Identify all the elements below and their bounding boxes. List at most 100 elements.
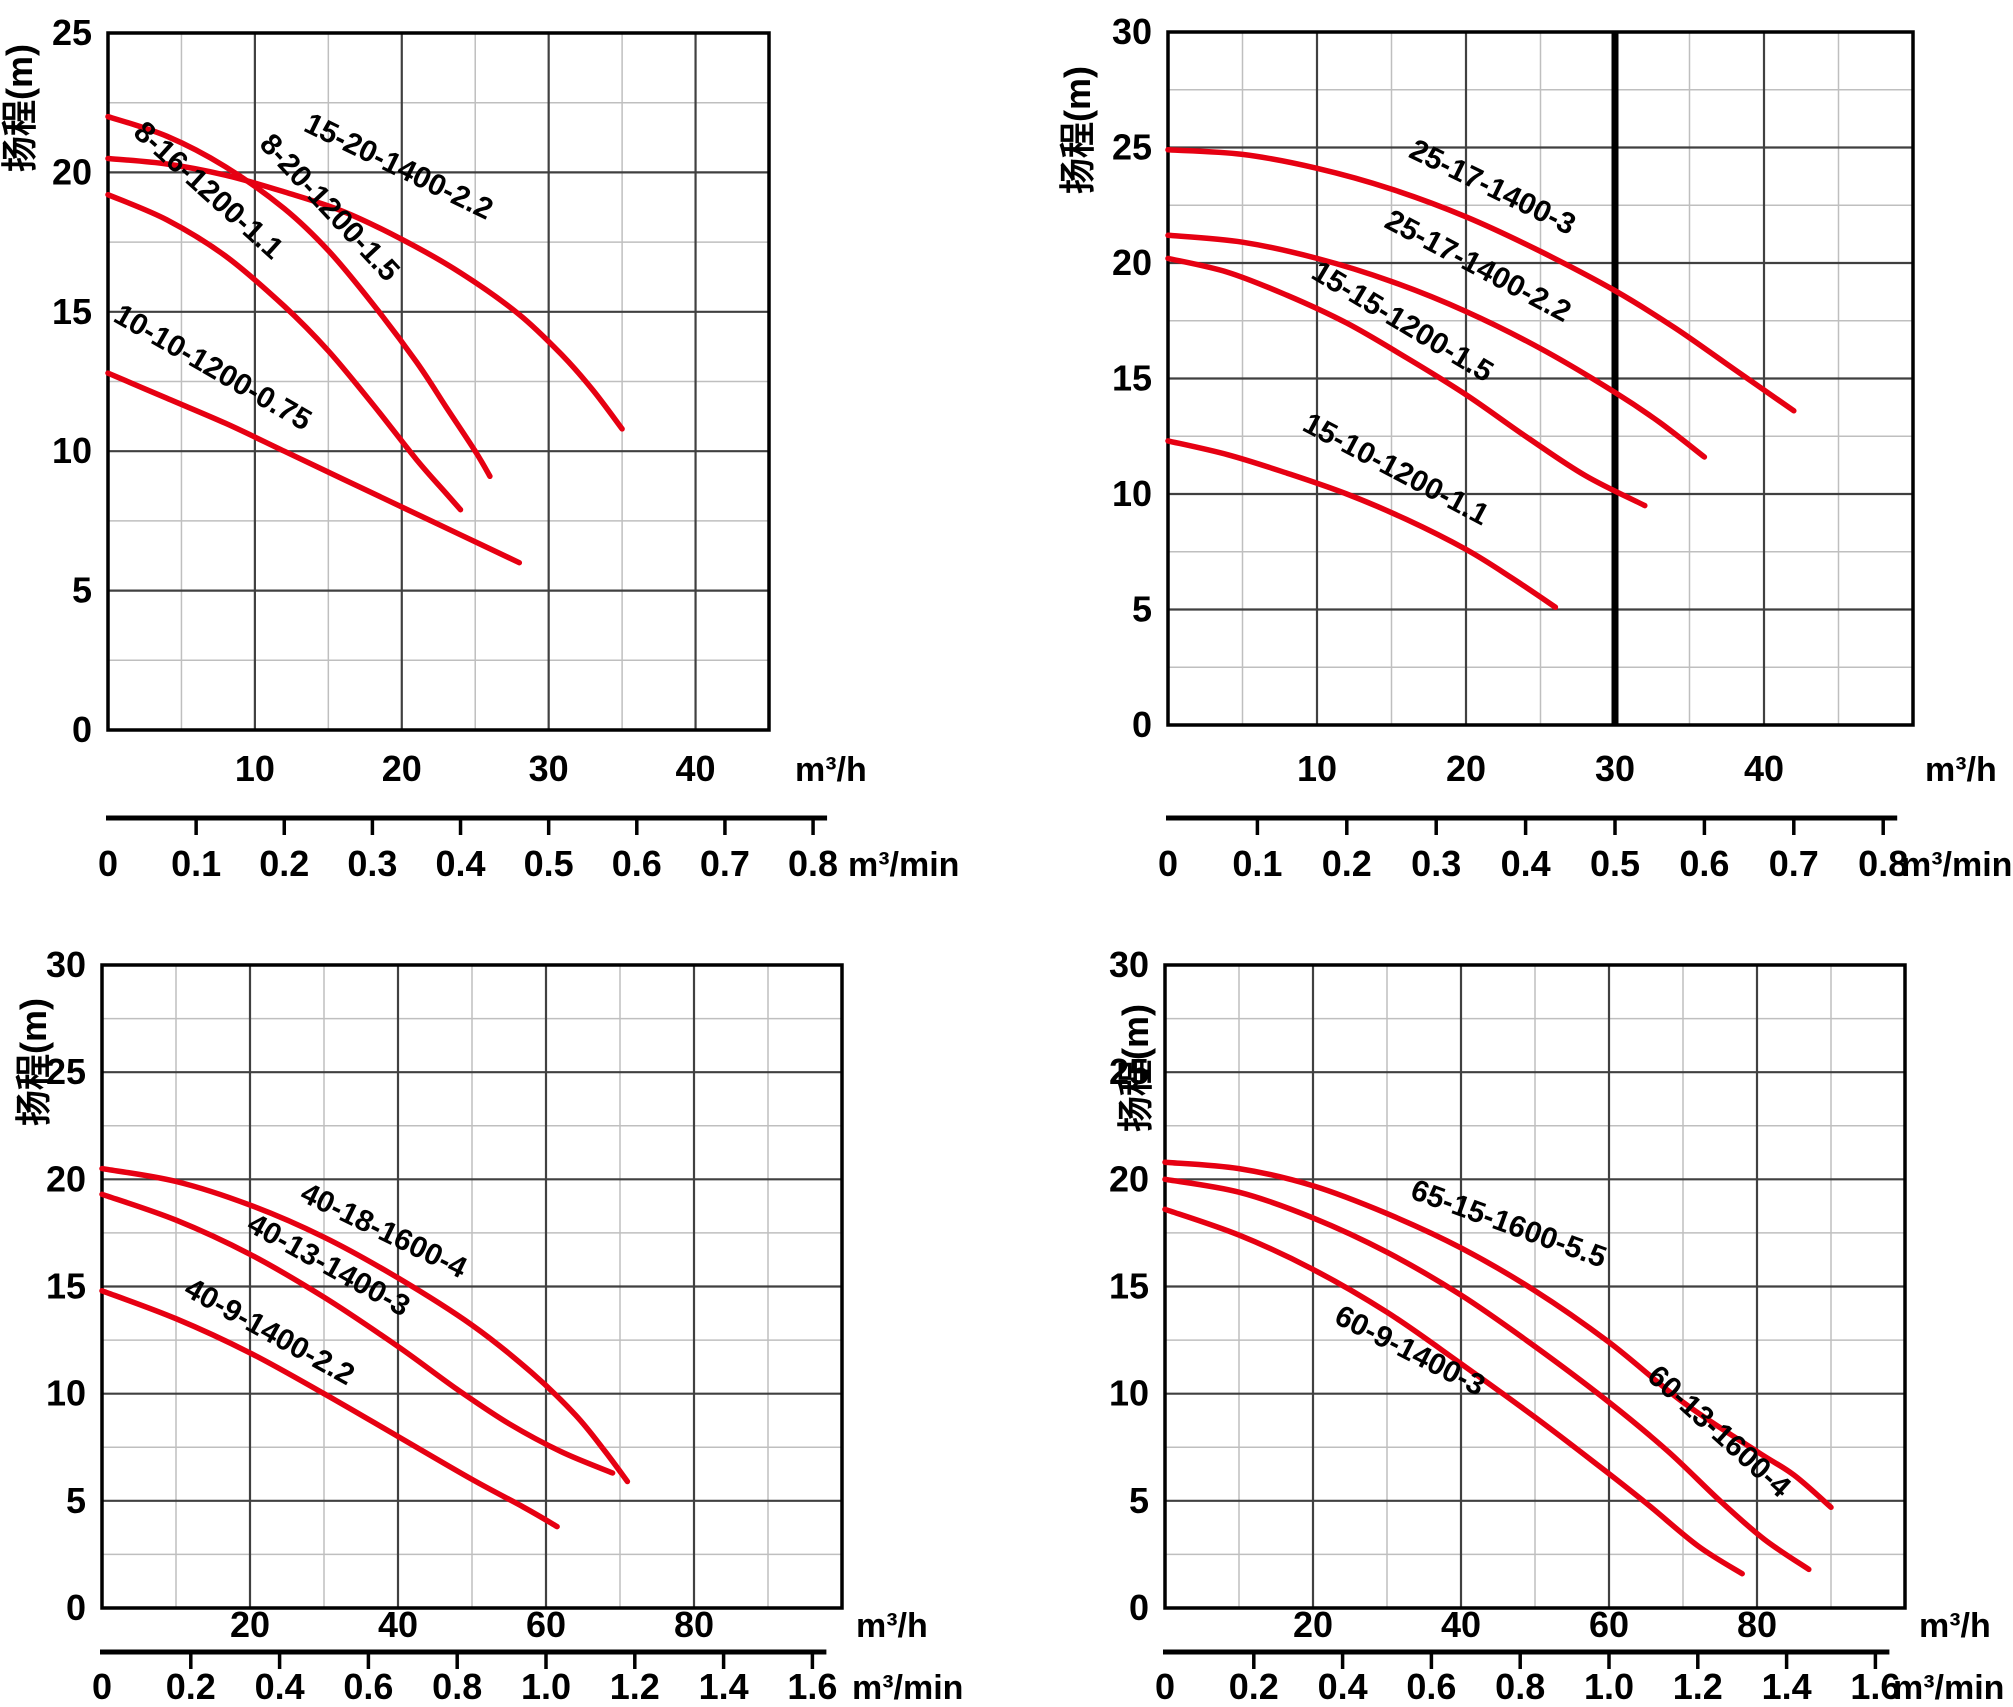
y-tick-label: 5 — [1132, 589, 1152, 630]
x-axis-primary: 20 40 60 80 m³/h — [230, 1604, 928, 1645]
y-tick-label: 5 — [72, 570, 92, 611]
y-tick-label: 15 — [1109, 1266, 1149, 1307]
x-axis-unit-m3min: m³/min — [848, 846, 959, 884]
x-tick-label: 60 — [1589, 1604, 1629, 1645]
x-axis-unit-m3min: m³/min — [1901, 846, 2012, 884]
secondary-tick-label: 1.0 — [521, 1666, 571, 1707]
y-axis: 0 5 10 15 20 25 扬程(m) — [0, 12, 92, 750]
y-tick-label: 20 — [52, 151, 92, 192]
secondary-tick-label: 0.7 — [700, 843, 750, 884]
x-tick-label: 30 — [1595, 748, 1635, 789]
grid — [102, 965, 842, 1608]
pump-curve-15-20-1400-2.2 — [105, 155, 625, 432]
pump-chart-bottom-left: 40-18-1600-440-13-1400-340-9-1400-2.2 0 5 1… — [13, 944, 963, 1707]
x-tick-label: 40 — [676, 748, 716, 789]
plot-frame — [1163, 963, 1907, 1610]
x-axis-secondary: 0 0.2 0.4 0.6 0.8 1.0 1.2 1.4 1.6m³/min — [1155, 1649, 2004, 1707]
y-tick-label: 10 — [46, 1373, 86, 1414]
y-axis-title: 扬程(m) — [13, 998, 54, 1126]
x-axis-unit-m3min: m³/min — [1893, 1669, 2004, 1707]
pump-curve-10-10-1200-0.75 — [105, 370, 523, 566]
y-tick-label: 10 — [52, 430, 92, 471]
plot-frame — [1166, 30, 1915, 727]
y-tick-label: 5 — [1129, 1480, 1149, 1521]
pump-curve-60-9-1400-3 — [1162, 1206, 1745, 1577]
secondary-tick-label: 0.2 — [259, 843, 309, 884]
x-tick-label: 10 — [235, 748, 275, 789]
secondary-tick-label: 1.2 — [1673, 1666, 1723, 1707]
x-tick-label: 20 — [1446, 748, 1486, 789]
secondary-tick-label: 1.2 — [610, 1666, 660, 1707]
plot-frame — [106, 31, 771, 732]
pump-curve-40-13-1400-3 — [99, 1191, 616, 1476]
y-axis: 0 5 10 15 20 25 30 扬程(m) — [1109, 944, 1156, 1628]
pump-curve-8-16-1200-1.1 — [105, 191, 464, 513]
x-tick-label: 20 — [382, 748, 422, 789]
secondary-tick-label: 0 — [1158, 843, 1178, 884]
pump-curve-40-18-1600-4 — [99, 1165, 631, 1485]
curve-label-60-9-1400-3: 60-9-1400-3 — [1330, 1299, 1491, 1403]
x-axis-unit-m3min: m³/min — [852, 1669, 963, 1707]
curves: 65-15-1600-5.5 60-13-1600-4 60-9-1400-3 — [1162, 1159, 1834, 1577]
y-tick-label: 15 — [46, 1266, 86, 1307]
secondary-tick-label: 0.2 — [1229, 1666, 1279, 1707]
y-tick-label: 15 — [52, 291, 92, 332]
x-tick-label: 20 — [1293, 1604, 1333, 1645]
y-tick-label: 10 — [1112, 473, 1152, 514]
secondary-tick-label: 1.0 — [1584, 1666, 1634, 1707]
y-axis: 0 5 10 15 20 25 30 扬程(m) — [1057, 11, 1152, 745]
pump-curve-15-10-1200-1.1 — [1165, 438, 1559, 610]
y-tick-label: 25 — [46, 1051, 86, 1092]
x-axis-primary: 10 20 30 40 m³/h — [235, 748, 867, 789]
y-tick-label: 25 — [52, 12, 92, 53]
secondary-tick-label: 0.6 — [1406, 1666, 1456, 1707]
x-axis-primary: 10 20 30 40 m³/h — [1297, 748, 1997, 789]
secondary-tick-label: 0.8 — [1858, 843, 1908, 884]
secondary-tick-label: 1.6 — [787, 1666, 837, 1707]
y-axis-title: 扬程(m) — [1115, 1004, 1156, 1132]
curves: 15-20-1400-2.28-20-1200-1.58-16-1200-1.1… — [105, 107, 625, 566]
secondary-tick-label: 0.1 — [171, 843, 221, 884]
secondary-tick-label: 0.4 — [255, 1666, 305, 1707]
y-tick-label: 20 — [1109, 1158, 1149, 1199]
y-axis-title: 扬程(m) — [0, 44, 40, 172]
x-axis-primary: 20 40 60 80 m³/h — [1293, 1604, 1991, 1645]
curve-label-60-13-1600-4: 60-13-1600-4 — [1641, 1359, 1797, 1504]
pump-chart-top-right: 25-17-1400-325-17-1400-2.215-15-1200-1.5… — [1057, 11, 2012, 884]
y-tick-label: 25 — [1112, 127, 1152, 168]
x-tick-label: 60 — [526, 1604, 566, 1645]
plot-frame — [100, 963, 844, 1610]
y-tick-label: 5 — [66, 1480, 86, 1521]
x-tick-label: 40 — [378, 1604, 418, 1645]
secondary-tick-label: 0.4 — [1318, 1666, 1368, 1707]
y-axis-title: 扬程(m) — [1057, 66, 1098, 194]
x-axis-unit-m3h: m³/h — [1925, 751, 1997, 789]
pump-curve-25-17-1400-3 — [1165, 147, 1797, 414]
secondary-tick-label: 0.5 — [524, 843, 574, 884]
x-axis-unit-m3h: m³/h — [1919, 1607, 1991, 1645]
pump-curve-25-17-1400-2.2 — [1165, 232, 1708, 460]
grid — [1168, 32, 1913, 725]
y-tick-label: 20 — [46, 1158, 86, 1199]
secondary-tick-label: 0.8 — [1495, 1666, 1545, 1707]
secondary-tick-label: 0.6 — [1679, 843, 1729, 884]
secondary-tick-label: 0.3 — [1411, 843, 1461, 884]
secondary-tick-label: 0.5 — [1590, 843, 1640, 884]
y-tick-label: 25 — [1109, 1051, 1149, 1092]
y-tick-label: 0 — [66, 1587, 86, 1628]
x-tick-label: 80 — [674, 1604, 714, 1645]
curves: 40-18-1600-440-13-1400-340-9-1400-2.2 — [99, 1165, 631, 1530]
secondary-tick-label: 0.6 — [343, 1666, 393, 1707]
secondary-tick-label: 0.2 — [1322, 843, 1372, 884]
secondary-tick-label: 0.8 — [788, 843, 838, 884]
secondary-tick-label: 0.2 — [166, 1666, 216, 1707]
secondary-tick-label: 0.6 — [612, 843, 662, 884]
y-tick-label: 0 — [1132, 704, 1152, 745]
secondary-tick-label: 0.4 — [436, 843, 486, 884]
pump-chart-top-left: 15-20-1400-2.28-20-1200-1.58-16-1200-1.1… — [0, 12, 959, 884]
y-tick-label: 15 — [1112, 358, 1152, 399]
curves: 25-17-1400-325-17-1400-2.215-15-1200-1.5… — [1165, 133, 1797, 610]
